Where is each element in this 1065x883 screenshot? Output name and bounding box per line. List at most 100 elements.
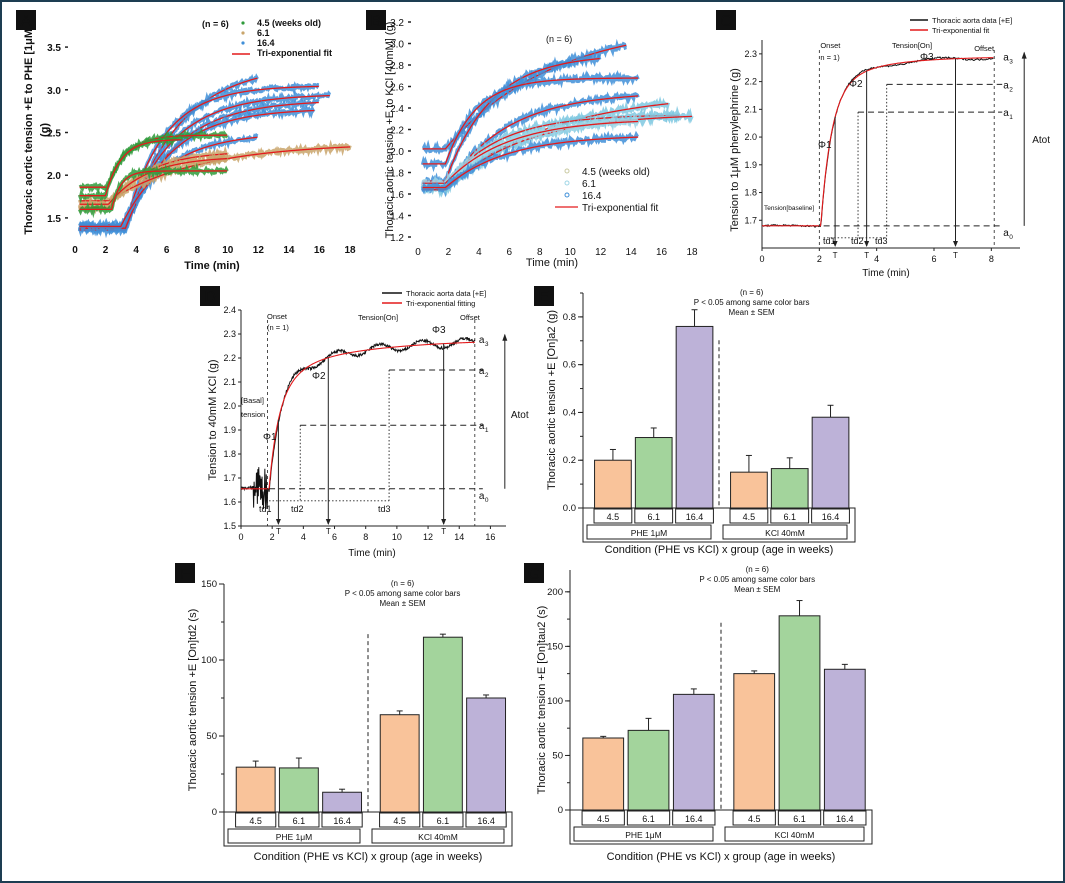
tau-label: T bbox=[326, 527, 331, 536]
x-tick-label: 2 bbox=[817, 254, 822, 264]
bar-phe-4.5 bbox=[594, 459, 632, 509]
y-tick-label: 2.0 bbox=[223, 401, 236, 411]
panel-label-text: C bbox=[720, 13, 732, 30]
y-axis-title: Tension to 1μM phenylephrine (g) bbox=[729, 68, 741, 232]
legend-marker bbox=[564, 180, 570, 186]
stats-annotation: (n = 6) bbox=[391, 579, 415, 588]
y-axis-title: Thoracic aortic tension +E [On]a2 (g) bbox=[546, 310, 558, 490]
x-tick-label: 4 bbox=[301, 532, 306, 542]
atot-label: Atot bbox=[511, 410, 529, 421]
stats-annotation: (n = 6) bbox=[746, 565, 770, 574]
y-tick-label: 0.8 bbox=[563, 312, 576, 323]
y-axis-title: Thoracic aortic tension +E to PHE [1μM] bbox=[23, 25, 35, 235]
y-tick-label: 2.4 bbox=[390, 104, 404, 115]
x-axis-title: Time (min) bbox=[184, 260, 240, 272]
y-tick-label: 100 bbox=[547, 696, 563, 707]
condition-label-box bbox=[227, 828, 361, 844]
y-tick-label: 0 bbox=[212, 807, 217, 818]
x-axis-title: Condition (PHE vs KCl) x group (age in w… bbox=[254, 851, 483, 863]
panel-label-text: B bbox=[371, 13, 382, 30]
offset-label: Offset bbox=[460, 313, 481, 322]
level-label-a0: a bbox=[1003, 228, 1009, 239]
x-tick-label: 6 bbox=[332, 532, 337, 542]
panel-label-A: A bbox=[16, 10, 36, 30]
y-tick-label: 0.0 bbox=[563, 503, 576, 514]
y-tick-label: 150 bbox=[547, 641, 563, 652]
panel-label-C: C bbox=[716, 10, 736, 30]
chart-panel-G: 0 50 100 150 200 Thoracic aortic tension +E [… bbox=[536, 565, 873, 863]
phi2-label: Φ2 bbox=[312, 371, 326, 382]
group-label: 6.1 bbox=[783, 512, 796, 522]
group-label: 6.1 bbox=[793, 814, 806, 824]
bar-phe-16.4 bbox=[675, 325, 714, 509]
onset-label: Onset bbox=[820, 41, 841, 50]
y-tick-label: 2.0 bbox=[390, 147, 404, 158]
group-label-box bbox=[770, 508, 810, 524]
legend-marker bbox=[241, 41, 245, 45]
y-axis-title: Thoracic aortic tension +E to KCl [40mM]… bbox=[384, 22, 396, 239]
stats-annotation: P < 0.05 among same color bars bbox=[345, 589, 461, 598]
phi1-label: Φ1 bbox=[818, 140, 832, 151]
y-tick-label: 3.2 bbox=[390, 18, 404, 29]
panel-label-F: F bbox=[175, 563, 195, 583]
chart-panel-A: 0 2 4 6 8 10 12 14 16 18 1.5 2.0 2.5 3.0 3.5 Thoracic a… bbox=[23, 18, 356, 272]
legend-entry: 4.5 (weeks old) bbox=[582, 167, 650, 178]
group-label: 16.4 bbox=[477, 816, 495, 826]
x-tick-label: 0 bbox=[238, 532, 243, 542]
y-tick-label: 0.2 bbox=[563, 455, 576, 466]
bar-kcl-16.4 bbox=[811, 416, 850, 509]
data-trace-4.5 bbox=[420, 112, 640, 190]
y-tick-label: 1.9 bbox=[744, 160, 757, 170]
stats-annotation: Mean ± SEM bbox=[734, 585, 781, 594]
fit-line bbox=[422, 57, 600, 182]
x-tick-label: 2 bbox=[103, 245, 109, 256]
bar-kcl-4.5 bbox=[733, 673, 776, 811]
tau-arrowhead bbox=[325, 519, 331, 525]
tau-label: T bbox=[276, 527, 281, 536]
group-label-box bbox=[465, 812, 507, 828]
tau-arrowhead bbox=[953, 241, 958, 247]
x-tick-label: 2 bbox=[446, 247, 452, 258]
x-tick-label: 6 bbox=[164, 245, 170, 256]
panel-label-box bbox=[175, 563, 195, 583]
panel-label-box bbox=[366, 10, 386, 30]
y-tick-label: 0.4 bbox=[563, 407, 576, 418]
bar-phe-16.4 bbox=[322, 791, 363, 813]
fit-line bbox=[241, 341, 475, 490]
x-tick-label: 10 bbox=[222, 245, 234, 256]
x-axis-title: Time (min) bbox=[862, 268, 909, 279]
group-label-box bbox=[732, 810, 776, 826]
x-tick-label: 16 bbox=[656, 247, 668, 258]
panel-label-text: A bbox=[21, 13, 32, 30]
data-trace bbox=[761, 56, 994, 228]
category-table bbox=[582, 507, 856, 543]
basal-label: [Basal] bbox=[241, 396, 264, 405]
stats-annotation: (n = 6) bbox=[740, 288, 764, 297]
level-subscript-a0: 0 bbox=[1009, 234, 1013, 241]
condition-label: KCl 40mM bbox=[418, 832, 458, 842]
x-tick-label: 0 bbox=[72, 245, 78, 256]
legend-entry: 6.1 bbox=[257, 28, 270, 38]
condition-label: PHE 1μM bbox=[631, 528, 668, 538]
legend: Thoracic aorta data [+E]Tri-exponential … bbox=[910, 16, 1012, 35]
y-tick-label: 3.0 bbox=[47, 86, 61, 97]
level-label-a2: a bbox=[1003, 80, 1009, 91]
fit-line bbox=[79, 170, 228, 211]
group-label: 16.4 bbox=[333, 816, 351, 826]
data-trace-16.4 bbox=[79, 132, 259, 235]
bar-phe-4.5 bbox=[235, 766, 276, 813]
y-tick-label: 2.8 bbox=[390, 61, 404, 72]
panel-label-G: G bbox=[524, 563, 544, 583]
condition-label: KCl 40mM bbox=[775, 830, 815, 840]
bar-phe-6.1 bbox=[627, 729, 670, 811]
legend-entry: Thoracic aorta data [+E] bbox=[932, 16, 1012, 25]
level-subscript-a3: 3 bbox=[1009, 59, 1013, 66]
group-label: 16.4 bbox=[686, 512, 704, 522]
y-axis-title: Thoracic aortic tension +E [On]tau2 (s) bbox=[536, 606, 548, 795]
condition-label-box bbox=[722, 524, 848, 540]
legend-entry: 6.1 bbox=[582, 179, 596, 190]
y-tick-label: 2.1 bbox=[223, 377, 236, 387]
stats-annotation: Mean ± SEM bbox=[379, 599, 426, 608]
